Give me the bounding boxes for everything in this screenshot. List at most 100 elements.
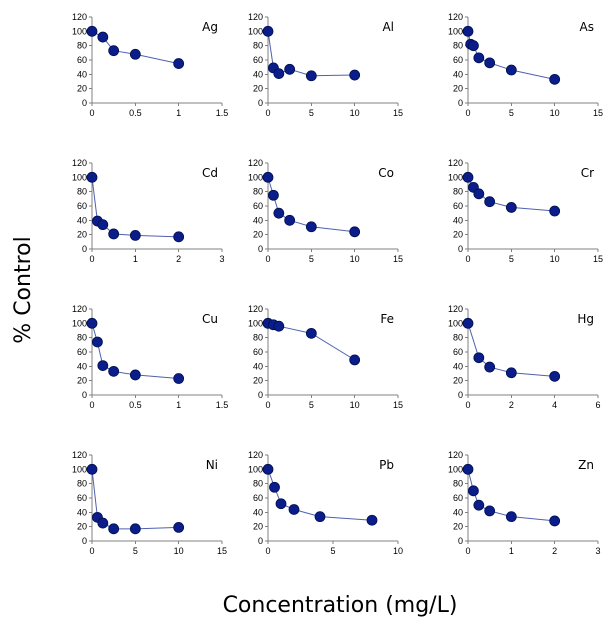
chart-cr-panel: 020406080100120051015Cr [448, 158, 603, 264]
chart-ni-y-tick-label: 100 [72, 464, 87, 474]
chart-cr-x-tick-label: 15 [593, 254, 603, 264]
chart-cu-y-tick-label: 100 [72, 318, 87, 328]
chart-zn-y-tick-label: 40 [453, 507, 463, 517]
chart-cu-y-tick-label: 20 [77, 376, 87, 386]
chart-fe-y-tick-label: 80 [253, 333, 263, 343]
chart-co-title: Co [378, 166, 394, 180]
chart-hg-data-point [474, 353, 484, 363]
chart-co-data-point [285, 215, 295, 225]
chart-hg-y-tick-label: 20 [453, 376, 463, 386]
chart-zn-y-tick-label: 120 [448, 450, 463, 460]
chart-cd-y-tick-label: 0 [82, 244, 87, 254]
chart-fe-y-tick-label: 40 [253, 361, 263, 371]
chart-co-data-point [268, 190, 278, 200]
chart-hg-y-tick-label: 120 [448, 304, 463, 314]
chart-hg-data-point [506, 368, 516, 378]
chart-al-y-tick-label: 20 [253, 84, 263, 94]
chart-ni-x-tick-label: 15 [217, 546, 227, 556]
chart-al-y-tick-label: 100 [248, 26, 263, 36]
chart-co-x-tick-label: 5 [309, 254, 314, 264]
chart-as-y-tick-label: 80 [453, 41, 463, 51]
chart-cd-y-tick-label: 20 [77, 230, 87, 240]
chart-cd-y-tick-label: 40 [77, 215, 87, 225]
figure-y-axis-label: % Control [11, 236, 36, 343]
chart-co-x-tick-label: 0 [265, 254, 270, 264]
chart-ni-panel: 020406080100120051015Ni [72, 450, 227, 556]
chart-cd-data-point [87, 172, 97, 182]
chart-co-y-tick-label: 40 [253, 215, 263, 225]
chart-fe-data-point [274, 321, 284, 331]
chart-hg-x-tick-label: 4 [552, 400, 557, 410]
chart-fe-panel: 020406080100120051015Fe [248, 304, 403, 410]
chart-cu-panel: 02040608010012000.511.5Cu [72, 304, 228, 410]
chart-cu-y-tick-label: 40 [77, 361, 87, 371]
chart-cu-x-tick-label: 0.5 [129, 400, 142, 410]
chart-cd-data-point [174, 232, 184, 242]
chart-pb-data-point [270, 482, 280, 492]
chart-cd-y-tick-label: 120 [72, 158, 87, 168]
chart-cr-data-point [485, 197, 495, 207]
chart-pb-y-tick-label: 100 [248, 464, 263, 474]
chart-as-x-tick-label: 5 [509, 108, 514, 118]
chart-ag-x-tick-label: 0 [89, 108, 94, 118]
chart-zn-panel: 0204060801001200123Zn [448, 450, 601, 556]
chart-pb-panel: 0204060801001200510Pb [248, 450, 403, 556]
chart-ni-title: Ni [206, 458, 218, 472]
chart-fe-y-tick-label: 0 [258, 390, 263, 400]
chart-pb-data-point [276, 499, 286, 509]
chart-pb-x-tick-label: 0 [265, 546, 270, 556]
chart-as-y-tick-label: 100 [448, 26, 463, 36]
chart-pb-x-tick-label: 5 [330, 546, 335, 556]
chart-hg-y-tick-label: 100 [448, 318, 463, 328]
chart-co-x-tick-label: 15 [393, 254, 403, 264]
chart-zn-x-tick-label: 3 [595, 546, 600, 556]
chart-al-panel: 020406080100120051015Al [248, 12, 403, 118]
chart-al-data-point [285, 64, 295, 74]
chart-al-y-tick-label: 80 [253, 41, 263, 51]
chart-pb-data-point [367, 515, 377, 525]
chart-cu-x-tick-label: 1 [176, 400, 181, 410]
chart-ni-x-tick-label: 10 [174, 546, 184, 556]
chart-co-data-point [350, 227, 360, 237]
chart-as-y-tick-label: 120 [448, 12, 463, 22]
chart-co-data-point [306, 222, 316, 232]
chart-zn-y-tick-label: 60 [453, 493, 463, 503]
chart-as-data-point [474, 53, 484, 63]
chart-cd-data-point [130, 230, 140, 240]
chart-zn-data-point [468, 486, 478, 496]
chart-ag-panel: 02040608010012000.511.5Ag [72, 12, 228, 118]
chart-ag-y-tick-label: 120 [72, 12, 87, 22]
chart-fe-y-tick-label: 120 [248, 304, 263, 314]
chart-cr-x-tick-label: 0 [465, 254, 470, 264]
chart-ni-y-tick-label: 40 [77, 507, 87, 517]
chart-hg-x-tick-label: 6 [595, 400, 600, 410]
chart-as-x-tick-label: 10 [550, 108, 560, 118]
chart-as-data-point [463, 26, 473, 36]
chart-zn-y-tick-label: 80 [453, 479, 463, 489]
chart-hg-data-point [485, 362, 495, 372]
chart-ni-data-point [87, 464, 97, 474]
chart-pb-y-tick-label: 0 [258, 536, 263, 546]
chart-al-data-point [306, 71, 316, 81]
chart-ni-y-tick-label: 120 [72, 450, 87, 460]
chart-cu-x-tick-label: 1.5 [216, 400, 229, 410]
chart-zn-data-point [506, 512, 516, 522]
chart-hg-y-tick-label: 80 [453, 333, 463, 343]
chart-cu-y-tick-label: 0 [82, 390, 87, 400]
chart-cr-data-point [474, 189, 484, 199]
chart-ag-title: Ag [202, 20, 218, 34]
chart-as-y-tick-label: 60 [453, 55, 463, 65]
chart-cr-x-tick-label: 10 [550, 254, 560, 264]
chart-as-panel: 020406080100120051015As [448, 12, 603, 118]
chart-cr-data-point [463, 172, 473, 182]
chart-al-x-tick-label: 0 [265, 108, 270, 118]
chart-cu-title: Cu [202, 312, 218, 326]
chart-al-data-point [350, 70, 360, 80]
chart-hg-y-tick-label: 0 [458, 390, 463, 400]
chart-zn-x-tick-label: 2 [552, 546, 557, 556]
chart-cu-data-point [130, 370, 140, 380]
chart-cr-data-point [506, 202, 516, 212]
chart-al-x-tick-label: 5 [309, 108, 314, 118]
chart-hg-data-point [463, 318, 473, 328]
chart-fe-y-tick-label: 20 [253, 376, 263, 386]
